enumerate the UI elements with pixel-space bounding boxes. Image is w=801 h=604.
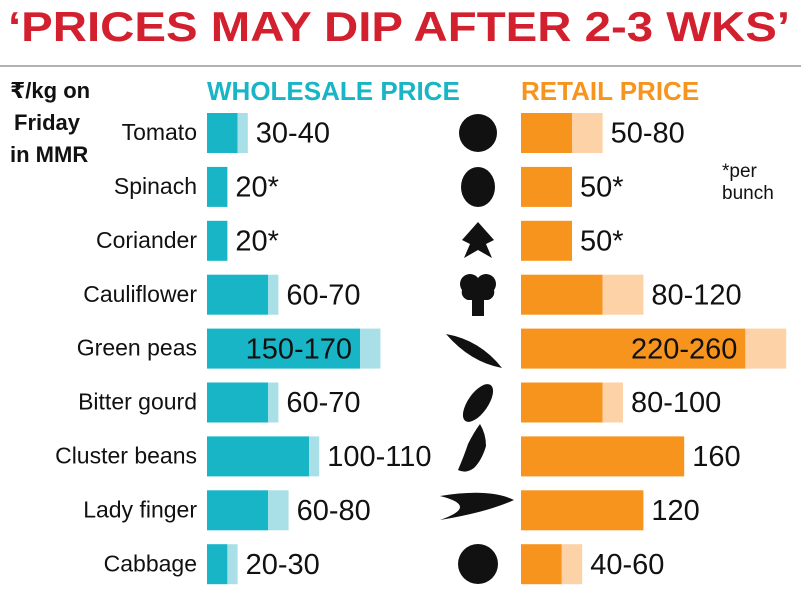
value-label: 50* [580,225,624,257]
icon [462,384,494,422]
icon [446,334,502,368]
value-label: 60-80 [297,495,371,527]
note-line: in MMR [10,142,88,167]
category-label: Spinach [114,173,197,199]
icon [462,222,494,258]
bar [207,220,228,261]
category-label: Tomato [122,119,197,145]
bar-range [745,328,787,369]
icon [440,492,514,520]
bar [521,490,644,531]
value-label: 20-30 [246,549,320,581]
bar-range [561,544,583,585]
icon [458,424,486,472]
bar-range [268,274,279,315]
bar [521,220,572,261]
value-label: 50-80 [611,118,685,150]
bar [207,328,360,369]
icon [459,114,497,152]
bar [207,382,269,423]
category-label: Lady finger [83,496,197,522]
category-label: Coriander [96,227,197,253]
value-label: 30-40 [256,118,330,150]
value-label: 120 [651,495,699,527]
bar-range [360,328,381,369]
value-label: 60-70 [286,279,360,311]
icon [461,167,495,207]
bar [207,274,269,315]
bar [521,113,572,153]
category-label: Cabbage [104,550,197,576]
note-line: ₹/kg on [10,78,90,103]
value-label: 80-120 [651,279,741,311]
bar-range [268,382,279,423]
legend-label: RETAIL PRICE [521,76,699,106]
bar [521,274,603,315]
bar [207,166,228,207]
bar [207,113,238,153]
chart-title: ‘PRICES MAY DIP AFTER 2-3 WKS’ [8,3,790,50]
bar [207,436,309,477]
bar-range [227,544,238,585]
icon [458,544,498,584]
value-label: 80-100 [631,387,721,419]
icon [460,274,496,316]
bar [521,436,685,477]
bar [207,544,228,585]
bar-range [309,436,320,477]
value-label: 20* [235,225,279,257]
bar [521,328,746,369]
bar [207,490,269,531]
bar-range [602,274,644,315]
bar [521,166,572,207]
value-label: 40-60 [590,549,664,581]
bar [521,382,603,423]
value-label: 50* [580,172,624,204]
category-label: Cluster beans [55,442,197,468]
footnote: bunch [722,183,774,204]
note-line: Friday [14,110,81,135]
bar-range [268,490,289,531]
value-label: 220-260 [631,333,737,365]
value-label: 160 [692,441,740,473]
value-label: 100-110 [327,441,431,473]
value-label: 60-70 [286,387,360,419]
value-label: 20* [235,172,279,204]
bar-range [602,382,623,423]
bar-range [237,113,248,153]
icons [440,114,514,584]
footnote: *per [722,161,758,182]
bar [521,544,562,585]
value-label: 150-170 [246,333,352,365]
category-label: Bitter gourd [78,389,197,415]
category-label: Green peas [77,335,197,361]
category-label: Cauliflower [83,281,197,307]
legend-label: WHOLESALE PRICE [207,76,460,106]
bar-range [572,113,603,153]
